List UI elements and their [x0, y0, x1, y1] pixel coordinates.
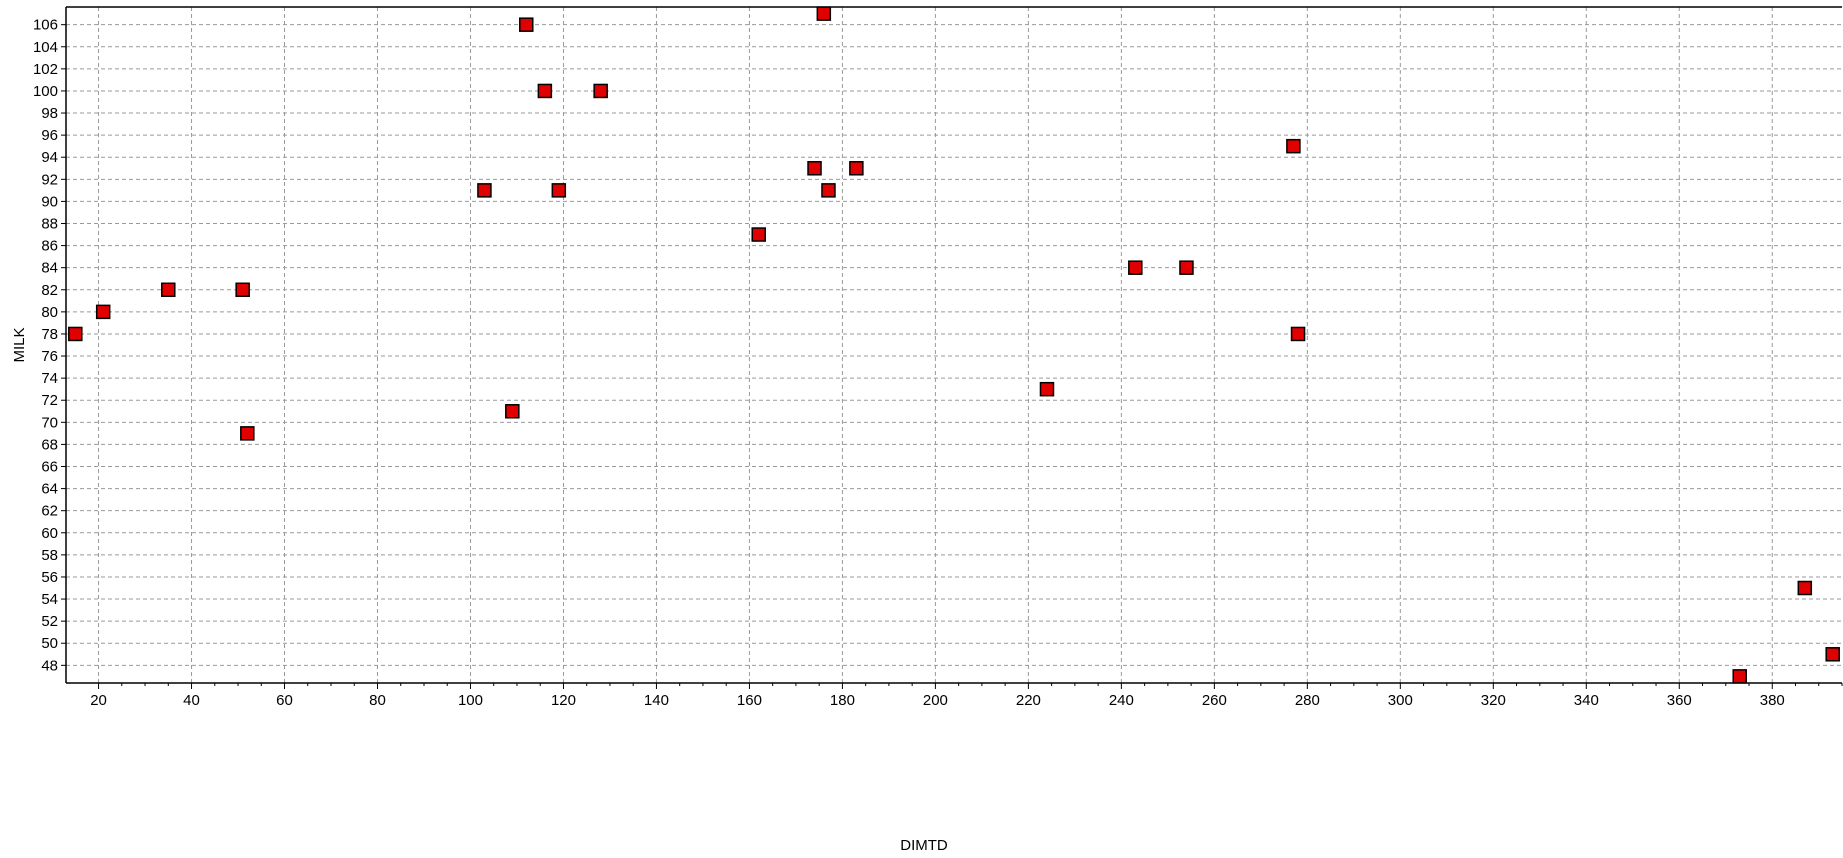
y-axis-title: MILK	[11, 327, 28, 362]
data-point	[519, 17, 534, 32]
x-tick-label: 320	[1481, 692, 1506, 709]
y-tick-label: 76	[41, 348, 58, 365]
x-tick-label: 20	[90, 692, 107, 709]
y-tick-label: 68	[41, 436, 58, 453]
x-tick-label: 80	[369, 692, 386, 709]
data-point	[551, 183, 567, 198]
data-point	[807, 161, 822, 176]
y-axis-ticks: 48 50 52 54 56 58 60 62 64 66 68 70 72 74 76 78 80 82 84 86…	[33, 17, 66, 674]
data-point	[1128, 260, 1143, 275]
x-tick-label: 380	[1760, 692, 1785, 709]
data-point	[537, 83, 553, 99]
y-tick-label: 60	[41, 525, 58, 542]
y-tick-label: 62	[41, 503, 58, 520]
data-point	[235, 282, 250, 298]
data-point	[816, 6, 832, 21]
y-tick-label: 78	[41, 326, 58, 343]
y-tick-label: 64	[41, 481, 58, 498]
data-point	[477, 183, 492, 198]
y-tick-label: 56	[41, 569, 58, 586]
y-tick-label: 82	[41, 282, 58, 299]
data-point	[1286, 138, 1301, 154]
x-tick-label: 100	[458, 692, 483, 709]
data-point	[821, 183, 836, 198]
data-point	[751, 227, 766, 242]
data-point	[593, 83, 608, 99]
y-tick-label: 96	[41, 127, 58, 144]
y-tick-label: 74	[41, 370, 58, 387]
y-tick-label: 86	[41, 238, 58, 255]
y-tick-label: 80	[41, 304, 58, 321]
x-tick-label: 180	[830, 692, 855, 709]
y-tick-label: 70	[41, 414, 58, 431]
y-tick-label: 92	[41, 171, 58, 188]
y-tick-label: 88	[41, 215, 58, 232]
x-tick-label: 220	[1016, 692, 1041, 709]
y-tick-label: 72	[41, 392, 58, 409]
y-tick-label: 50	[41, 635, 58, 652]
data-points	[68, 6, 1840, 684]
data-point	[1825, 647, 1840, 662]
x-tick-label: 300	[1388, 692, 1413, 709]
y-tick-label: 84	[41, 260, 58, 277]
y-tick-label: 52	[41, 613, 58, 630]
y-tick-label: 54	[41, 591, 58, 608]
y-tick-label: 102	[33, 61, 58, 78]
y-tick-label: 66	[41, 459, 58, 476]
data-point	[1797, 580, 1813, 596]
data-point	[240, 426, 255, 441]
y-tick-label: 106	[33, 17, 58, 34]
data-point	[1290, 326, 1306, 342]
x-tick-label: 140	[644, 692, 669, 709]
data-point	[161, 282, 176, 298]
x-tick-label: 240	[1109, 692, 1134, 709]
x-axis-title: DIMTD	[900, 837, 948, 854]
data-point	[849, 161, 864, 176]
y-tick-label: 98	[41, 105, 58, 122]
plot-frame	[65, 6, 1842, 684]
data-point	[1039, 381, 1055, 397]
x-tick-label: 40	[183, 692, 200, 709]
data-point	[505, 404, 520, 419]
y-tick-label: 90	[41, 193, 58, 210]
y-tick-label: 104	[33, 39, 58, 56]
data-point	[68, 326, 83, 342]
x-tick-label: 160	[737, 692, 762, 709]
data-point	[95, 304, 111, 320]
data-point	[1179, 260, 1194, 275]
y-tick-label: 58	[41, 547, 58, 564]
y-tick-label: 48	[41, 657, 58, 674]
y-tick-label: 94	[41, 149, 58, 166]
y-tick-label: 100	[33, 83, 58, 100]
x-tick-label: 340	[1574, 692, 1599, 709]
x-tick-label: 260	[1202, 692, 1227, 709]
x-tick-label: 200	[923, 692, 948, 709]
x-tick-label: 280	[1295, 692, 1320, 709]
x-tick-label: 60	[276, 692, 293, 709]
x-tick-label: 120	[551, 692, 576, 709]
x-tick-label: 360	[1667, 692, 1692, 709]
x-axis-ticks: 20 40 60 80 100 120 140 160 180 200 220 240 260 280 30…	[90, 683, 1843, 709]
data-point	[1732, 669, 1747, 684]
gridlines	[66, 7, 1842, 683]
